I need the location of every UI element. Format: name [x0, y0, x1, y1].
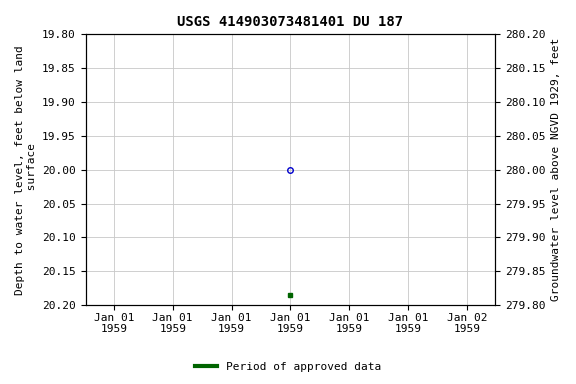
Y-axis label: Depth to water level, feet below land
 surface: Depth to water level, feet below land su… [15, 45, 37, 295]
Y-axis label: Groundwater level above NGVD 1929, feet: Groundwater level above NGVD 1929, feet [551, 38, 561, 301]
Legend: Period of approved data: Period of approved data [191, 358, 385, 377]
Title: USGS 414903073481401 DU 187: USGS 414903073481401 DU 187 [177, 15, 403, 29]
